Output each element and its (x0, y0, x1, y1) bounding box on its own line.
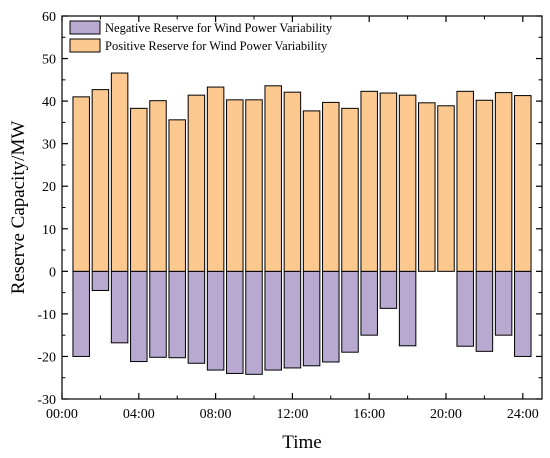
negative-bar (72, 270, 90, 357)
y-tick-label: -10 (37, 308, 56, 323)
positive-bar (302, 110, 321, 272)
x-tick-label: 20:00 (430, 407, 462, 422)
positive-reserve-bars (72, 72, 532, 272)
y-tick-label: -30 (37, 393, 56, 408)
legend: Negative Reserve for Wind Power Variabil… (69, 20, 333, 53)
positive-bar (494, 92, 513, 272)
negative-bar (302, 270, 321, 367)
negative-bar (245, 270, 263, 375)
x-tick-label: 24:00 (507, 407, 539, 422)
negative-bar (360, 270, 378, 336)
negative-bar (187, 270, 206, 364)
negative-bar (475, 270, 494, 352)
positive-bar (418, 102, 436, 272)
x-tick-label: 08:00 (200, 407, 232, 422)
negative-bar (379, 270, 398, 309)
negative-bar (341, 270, 359, 353)
positive-bar (341, 107, 359, 272)
negative-bar (514, 270, 532, 357)
y-tick-label: 30 (42, 138, 56, 153)
legend-swatch-negative (69, 20, 101, 35)
y-tick-label: 20 (42, 180, 56, 195)
negative-bar (494, 270, 513, 336)
x-tick-label: 04:00 (123, 407, 155, 422)
x-tick-label: 00:00 (46, 407, 78, 422)
x-tick-labels: 00:00 04:00 08:00 12:00 16:00 20:00 24:00 (46, 407, 539, 422)
y-tick-label: -20 (37, 350, 56, 365)
positive-bar (283, 91, 302, 272)
positive-bar (91, 89, 110, 272)
positive-bar (110, 72, 129, 272)
positive-bar (475, 99, 494, 272)
x-axis-title: Time (282, 432, 321, 453)
positive-bar (72, 96, 90, 272)
positive-bar (398, 94, 417, 272)
negative-bar (168, 270, 186, 359)
positive-bar (168, 119, 186, 272)
negative-reserve-bars (72, 270, 532, 375)
y-tick-label: 50 (42, 53, 56, 68)
positive-bar (226, 99, 244, 272)
y-tick-label: 0 (49, 265, 56, 280)
y-axis-title: Reserve Capacity/MW (8, 121, 29, 295)
negative-bar (91, 270, 110, 291)
x-tick-label: 12:00 (276, 407, 308, 422)
negative-bar (398, 270, 417, 347)
positive-bar (322, 101, 340, 272)
negative-bar (206, 270, 225, 371)
positive-bar (187, 94, 206, 272)
positive-bar (437, 105, 455, 272)
positive-bar (264, 85, 282, 272)
negative-bar (322, 270, 340, 363)
legend-label-positive: Positive Reserve for Wind Power Variabil… (105, 39, 328, 53)
negative-bar (130, 270, 148, 363)
positive-bar (130, 107, 148, 272)
positive-bar (379, 92, 398, 272)
positive-bar (456, 90, 474, 272)
positive-bar (245, 99, 263, 272)
positive-bar (149, 100, 167, 272)
x-tick-label: 16:00 (353, 407, 385, 422)
y-tick-label: 10 (42, 223, 56, 238)
positive-bar (360, 90, 378, 272)
legend-swatch-positive (69, 38, 101, 53)
legend-label-negative: Negative Reserve for Wind Power Variabil… (105, 21, 333, 35)
positive-bar (514, 95, 532, 272)
positive-bar (206, 86, 225, 272)
y-tick-label: 40 (42, 95, 56, 110)
y-tick-labels: -30 -20 -10 0 10 20 30 40 50 60 (37, 10, 56, 408)
negative-bar (226, 270, 244, 374)
y-tick-label: 60 (42, 10, 56, 25)
negative-bar (283, 270, 302, 369)
negative-bar (110, 270, 129, 344)
negative-bar (149, 270, 167, 358)
negative-bar (456, 270, 474, 347)
negative-bar (264, 270, 282, 371)
axis-ticks (61, 15, 542, 400)
